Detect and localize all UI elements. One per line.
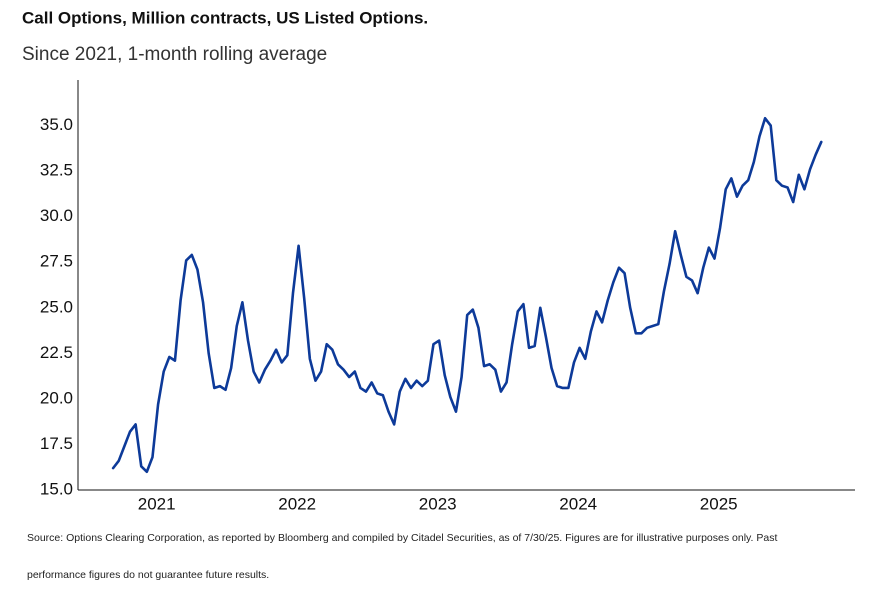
chart-subtitle: Since 2021, 1-month rolling average: [22, 44, 327, 65]
y-tick-label: 35.0: [40, 115, 73, 134]
x-tick-label: 2025: [700, 494, 738, 513]
y-tick-label: 27.5: [40, 252, 73, 271]
x-tick-label: 2022: [278, 494, 316, 513]
footnote: performance figures do not guarantee fut…: [27, 569, 269, 581]
y-tick-label: 15.0: [40, 479, 73, 498]
chart-title: Call Options, Million contracts, US List…: [22, 8, 428, 27]
y-tick-label: 32.5: [40, 161, 73, 180]
y-tick-label: 30.0: [40, 206, 73, 225]
y-tick-label: 22.5: [40, 343, 73, 362]
footnote: Source: Options Clearing Corporation, as…: [27, 532, 777, 544]
y-tick-label: 20.0: [40, 388, 73, 407]
y-tick-label: 17.5: [40, 434, 73, 453]
y-tick-label: 25.0: [40, 297, 73, 316]
x-tick-label: 2021: [138, 494, 176, 513]
data-line: [111, 116, 823, 474]
x-tick-label: 2023: [419, 494, 457, 513]
x-tick-label: 2024: [559, 494, 597, 513]
